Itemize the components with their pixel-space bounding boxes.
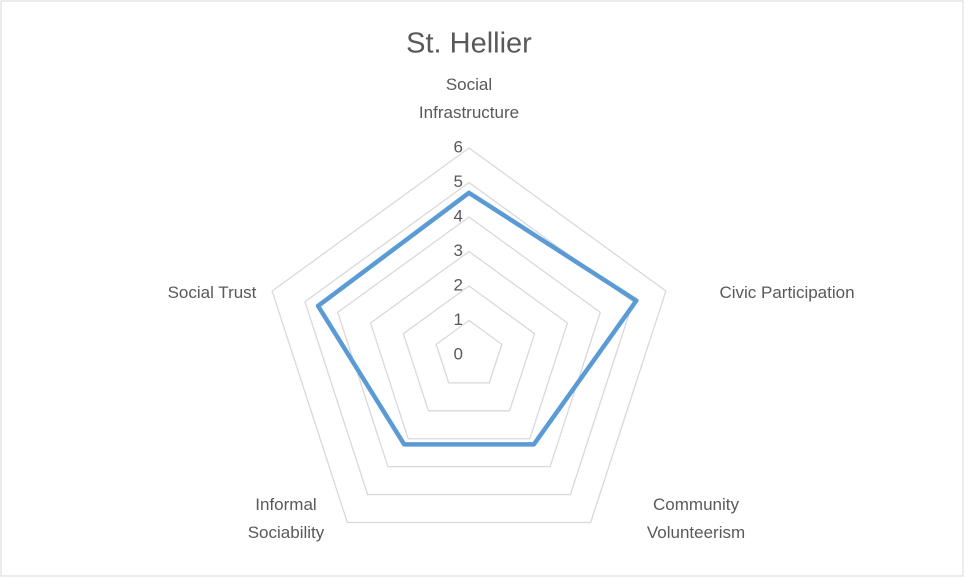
axis-tick-label: 6: [454, 137, 463, 156]
category-label: Social Infrastructure: [418, 75, 520, 122]
grid-ring: [369, 250, 569, 440]
category-label: Social Trust: [167, 283, 257, 302]
axis-tick-label: 5: [454, 172, 463, 191]
series-line: [315, 190, 639, 447]
grid-ring: [336, 216, 602, 468]
axis-tick-label: 3: [454, 241, 463, 260]
grid-ring: [271, 147, 667, 524]
axis-tick-label: 2: [454, 275, 463, 294]
axis-tick-label: 0: [454, 344, 463, 363]
grid-ring: [402, 285, 536, 412]
axis-tick-label: 4: [454, 206, 463, 225]
category-label: Informal Sociability: [247, 495, 325, 542]
chart-title: St. Hellier: [406, 28, 532, 60]
axis-tick-label: 1: [454, 310, 463, 329]
category-label: Civic Participation: [719, 283, 855, 302]
grid-ring: [435, 319, 503, 384]
category-label: Community Volunteerism: [646, 495, 746, 542]
